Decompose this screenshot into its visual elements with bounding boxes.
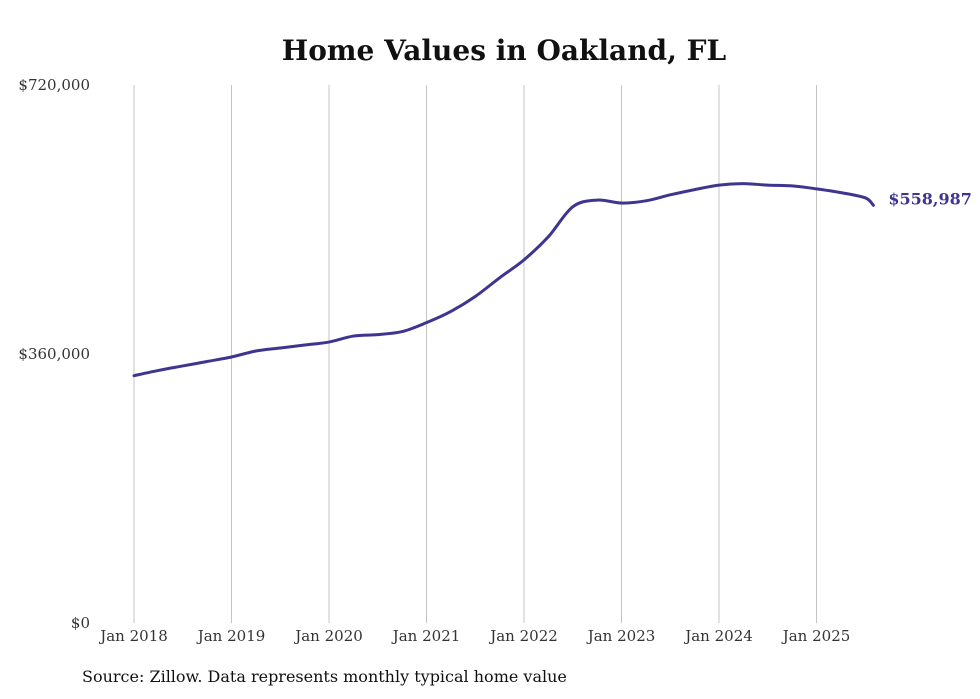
home-value-line (132, 182, 875, 378)
x-tick-label: Jan 2020 (293, 627, 363, 645)
x-tick-label: Jan 2022 (488, 627, 558, 645)
x-tick-label: Jan 2021 (391, 627, 461, 645)
series-layer: $558,987 (132, 182, 972, 378)
y-tick-label: $0 (71, 614, 90, 632)
x-tick-label: Jan 2025 (781, 627, 851, 645)
source-note: Source: Zillow. Data represents monthly … (82, 667, 567, 686)
x-tick-label: Jan 2019 (196, 627, 266, 645)
y-tick-label: $360,000 (18, 345, 90, 363)
grid-lines (133, 85, 817, 623)
axis-labels: Jan 2018 Jan 2019 Jan 2020 Jan 2021 Jan 2022… (18, 76, 850, 645)
x-tick-label: Jan 2018 (98, 627, 168, 645)
y-tick-label: $720,000 (18, 76, 90, 94)
x-tick-label: Jan 2024 (683, 627, 753, 645)
end-value-label: $558,987 (888, 189, 972, 208)
chart-title: Home Values in Oakland, FL (282, 34, 727, 67)
x-tick-label: Jan 2023 (586, 627, 656, 645)
